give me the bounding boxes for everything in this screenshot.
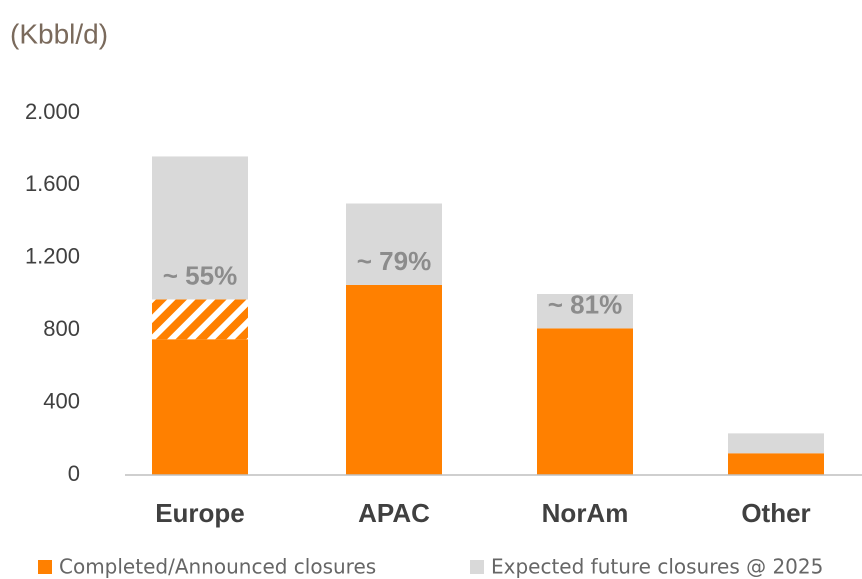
percent-annotation: ~ 79%	[357, 246, 431, 276]
bar-segment	[346, 203, 442, 285]
y-tick-label: 800	[43, 316, 80, 341]
legend-swatch	[38, 560, 52, 574]
y-tick-label: 0	[68, 461, 80, 486]
hatched-bar-segment	[152, 299, 248, 340]
bar-segment	[346, 284, 442, 475]
x-tick-label: NorAm	[542, 498, 629, 528]
x-tick-label: Other	[741, 498, 810, 528]
legend-label: Completed/Announced closures	[59, 555, 376, 579]
percent-annotation: ~ 81%	[548, 289, 622, 319]
legend-swatch	[470, 560, 484, 574]
percent-annotation: ~ 55%	[163, 260, 237, 290]
bar-segment	[152, 156, 248, 300]
bar-segment	[537, 294, 633, 329]
y-tick-label: 1.200	[25, 244, 80, 269]
x-tick-label: Europe	[155, 498, 245, 528]
y-tick-label: 2.000	[25, 99, 80, 124]
bar-segment	[728, 433, 824, 454]
y-tick-label: 1.600	[25, 171, 80, 196]
legend-label: Expected future closures @ 2025	[491, 555, 823, 579]
bar-segment	[152, 339, 248, 475]
bar-segment	[537, 328, 633, 475]
y-tick-label: 400	[43, 388, 80, 413]
chart-title: (Kbbl/d)	[10, 18, 108, 49]
x-tick-label: APAC	[358, 498, 430, 528]
bar-segment	[728, 453, 824, 475]
